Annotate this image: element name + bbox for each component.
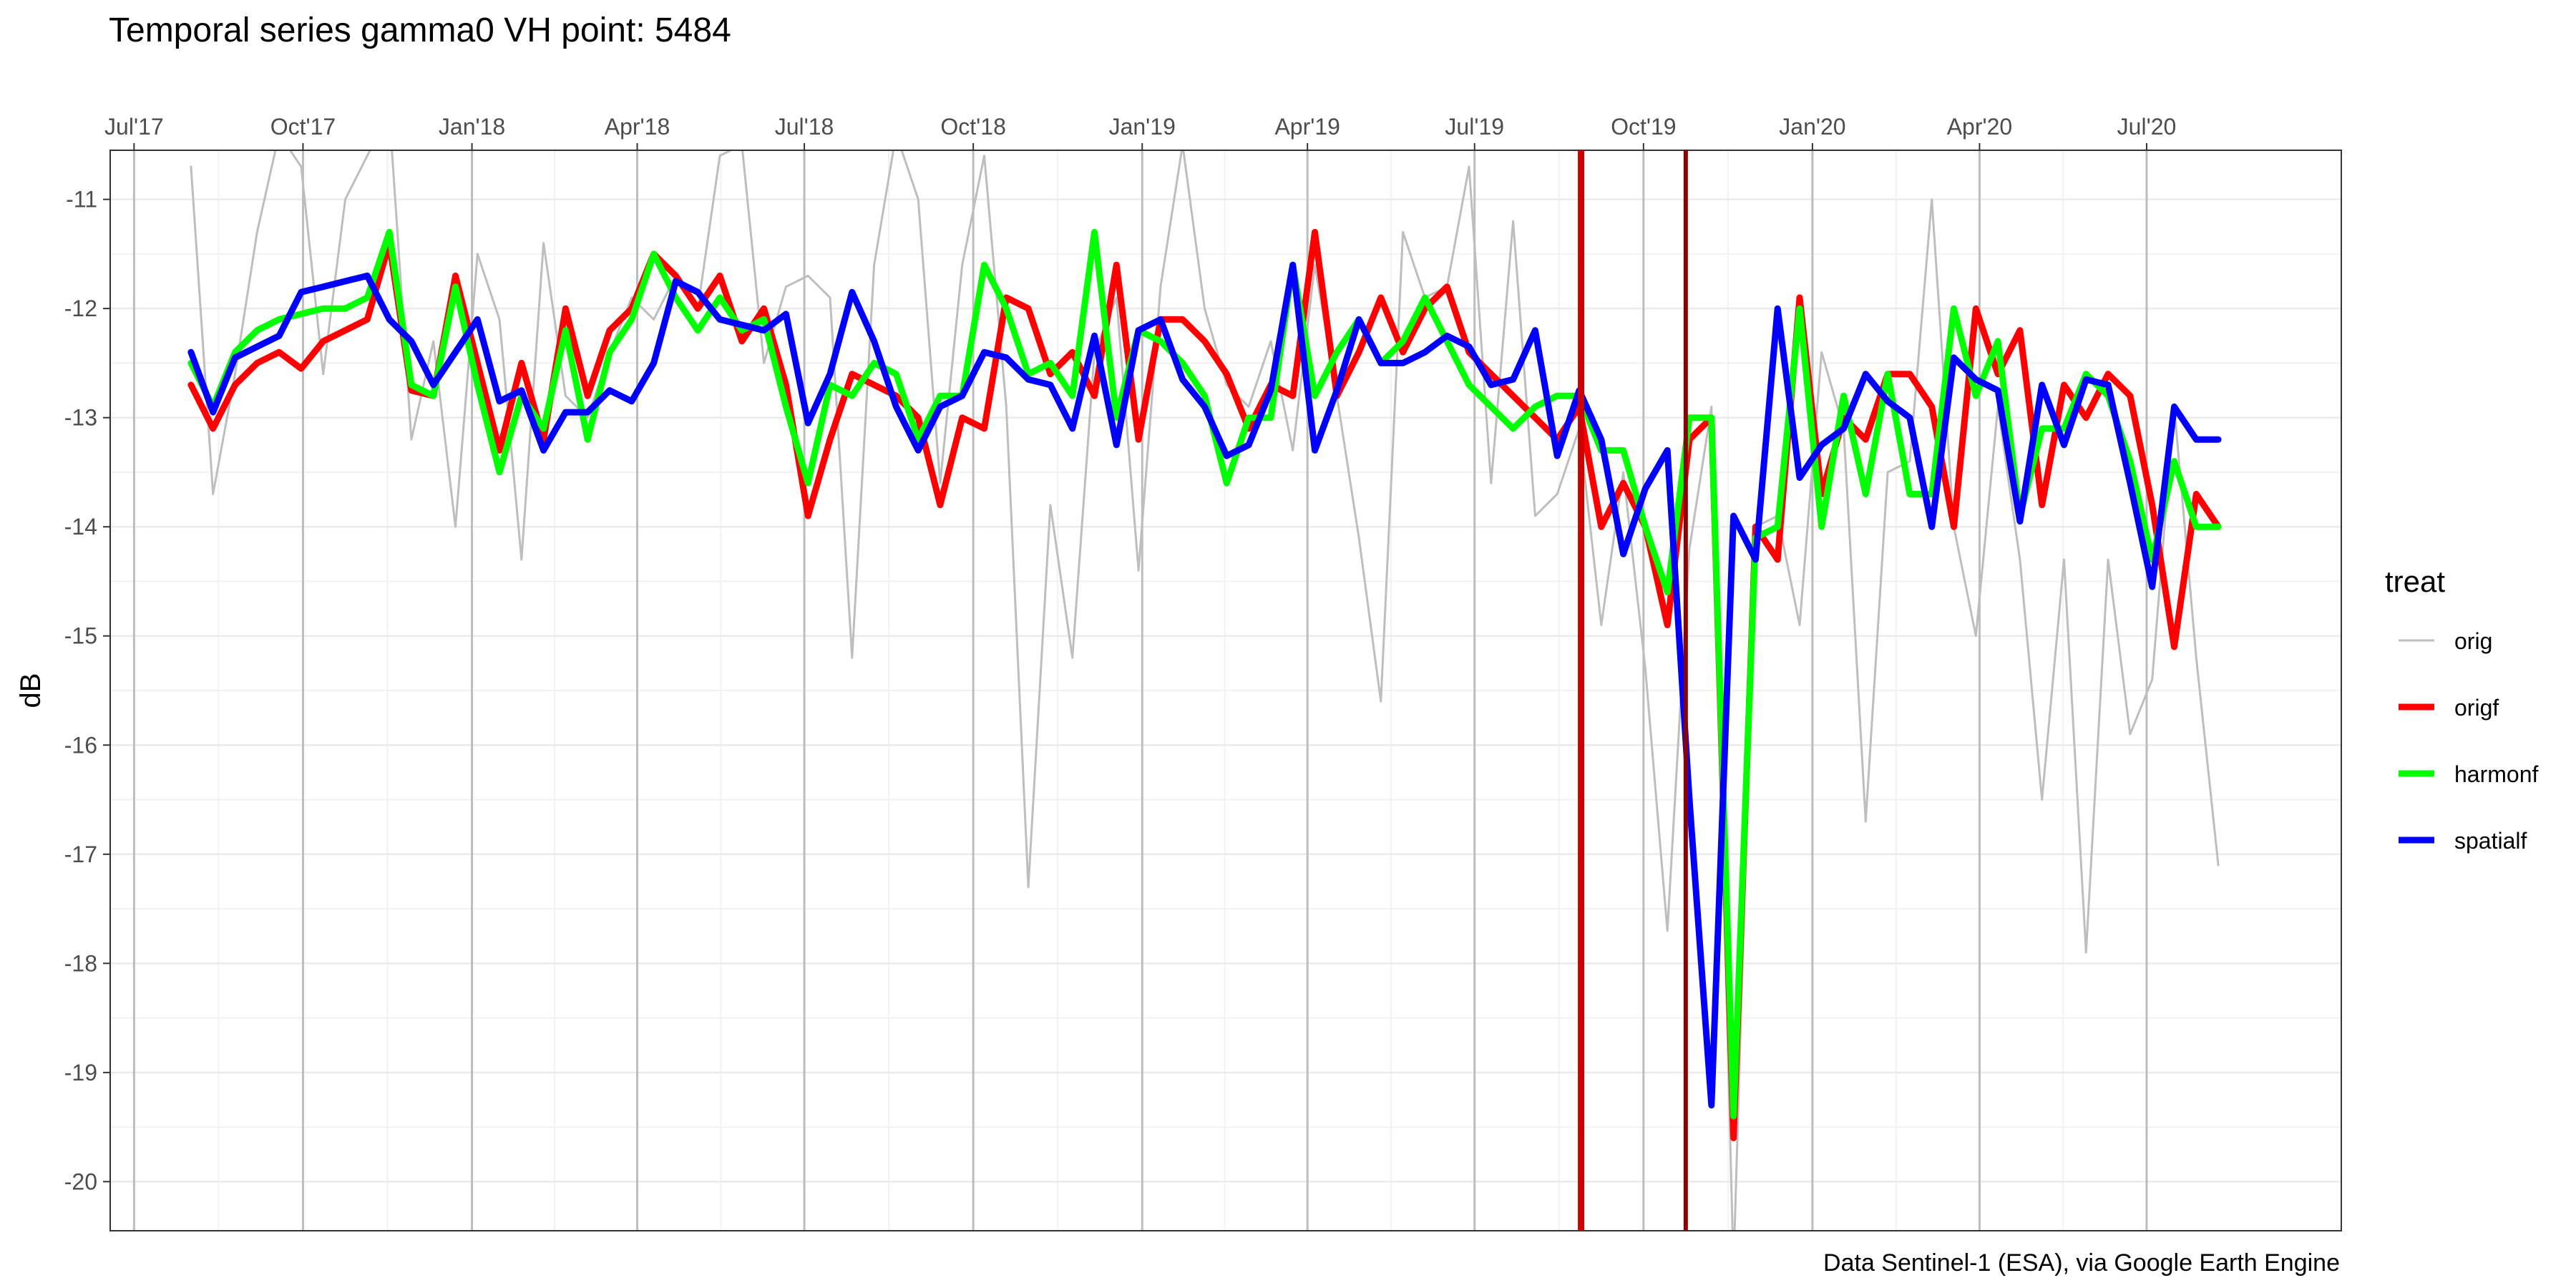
y-tick-label: -16: [64, 732, 97, 758]
plot-border: [109, 150, 2342, 1231]
x-tick-label: Jul'19: [1445, 114, 1504, 140]
event-lines: [1578, 150, 1688, 1231]
y-tick-label: -13: [64, 405, 97, 431]
grid: [110, 150, 2341, 1231]
x-tick-label: Jul'17: [104, 114, 164, 140]
y-tick-label: -11: [66, 187, 97, 213]
x-tick-label: Apr'19: [1274, 114, 1340, 140]
y-tick-label: -19: [64, 1060, 97, 1085]
x-axis: Jul'17 Oct'17 Jan'18 Apr'18 Jul'18 Oct'18 Jan'…: [104, 114, 2176, 150]
x-tick-label: Jul'20: [2117, 114, 2177, 140]
y-tick-label: -12: [64, 296, 97, 321]
y-tick-label: -14: [64, 514, 97, 540]
x-tick-label: Oct'19: [1611, 114, 1676, 140]
legend-label: origf: [2454, 695, 2499, 721]
x-tick-label: Apr'18: [605, 114, 670, 140]
series-lines: [187, 150, 2222, 1231]
legend: orig origf harmonf spatialf: [2399, 628, 2539, 854]
x-tick-label: Jan'18: [439, 114, 505, 140]
legend-label: harmonf: [2454, 761, 2539, 787]
legend-label: spatialf: [2454, 828, 2527, 854]
y-tick-label: -20: [64, 1169, 97, 1194]
legend-label: orig: [2454, 628, 2492, 654]
legend-title: treat: [2385, 565, 2445, 598]
series-line-spatialf: [187, 261, 2222, 1109]
y-axis-title: dB: [15, 673, 47, 708]
x-tick-label: Oct'18: [940, 114, 1005, 140]
y-tick-label: -17: [64, 841, 97, 867]
y-axis: -20 -19 -18 -17 -16 -15 -14 -13 -12 -11: [64, 187, 110, 1194]
y-tick-label: -15: [64, 623, 97, 649]
x-tick-label: Jul'18: [775, 114, 834, 140]
series-line-orig: [190, 150, 2220, 1231]
y-tick-label: -18: [64, 950, 97, 976]
x-tick-label: Jan'19: [1109, 114, 1176, 140]
x-tick-label: Jan'20: [1779, 114, 1845, 140]
x-tick-label: Oct'17: [270, 114, 336, 140]
caption: Data Sentinel-1 (ESA), via Google Earth …: [1823, 1249, 2340, 1277]
chart-title: Temporal series gamma0 VH point: 5484: [109, 11, 731, 49]
x-tick-label: Apr'20: [1947, 114, 2013, 140]
